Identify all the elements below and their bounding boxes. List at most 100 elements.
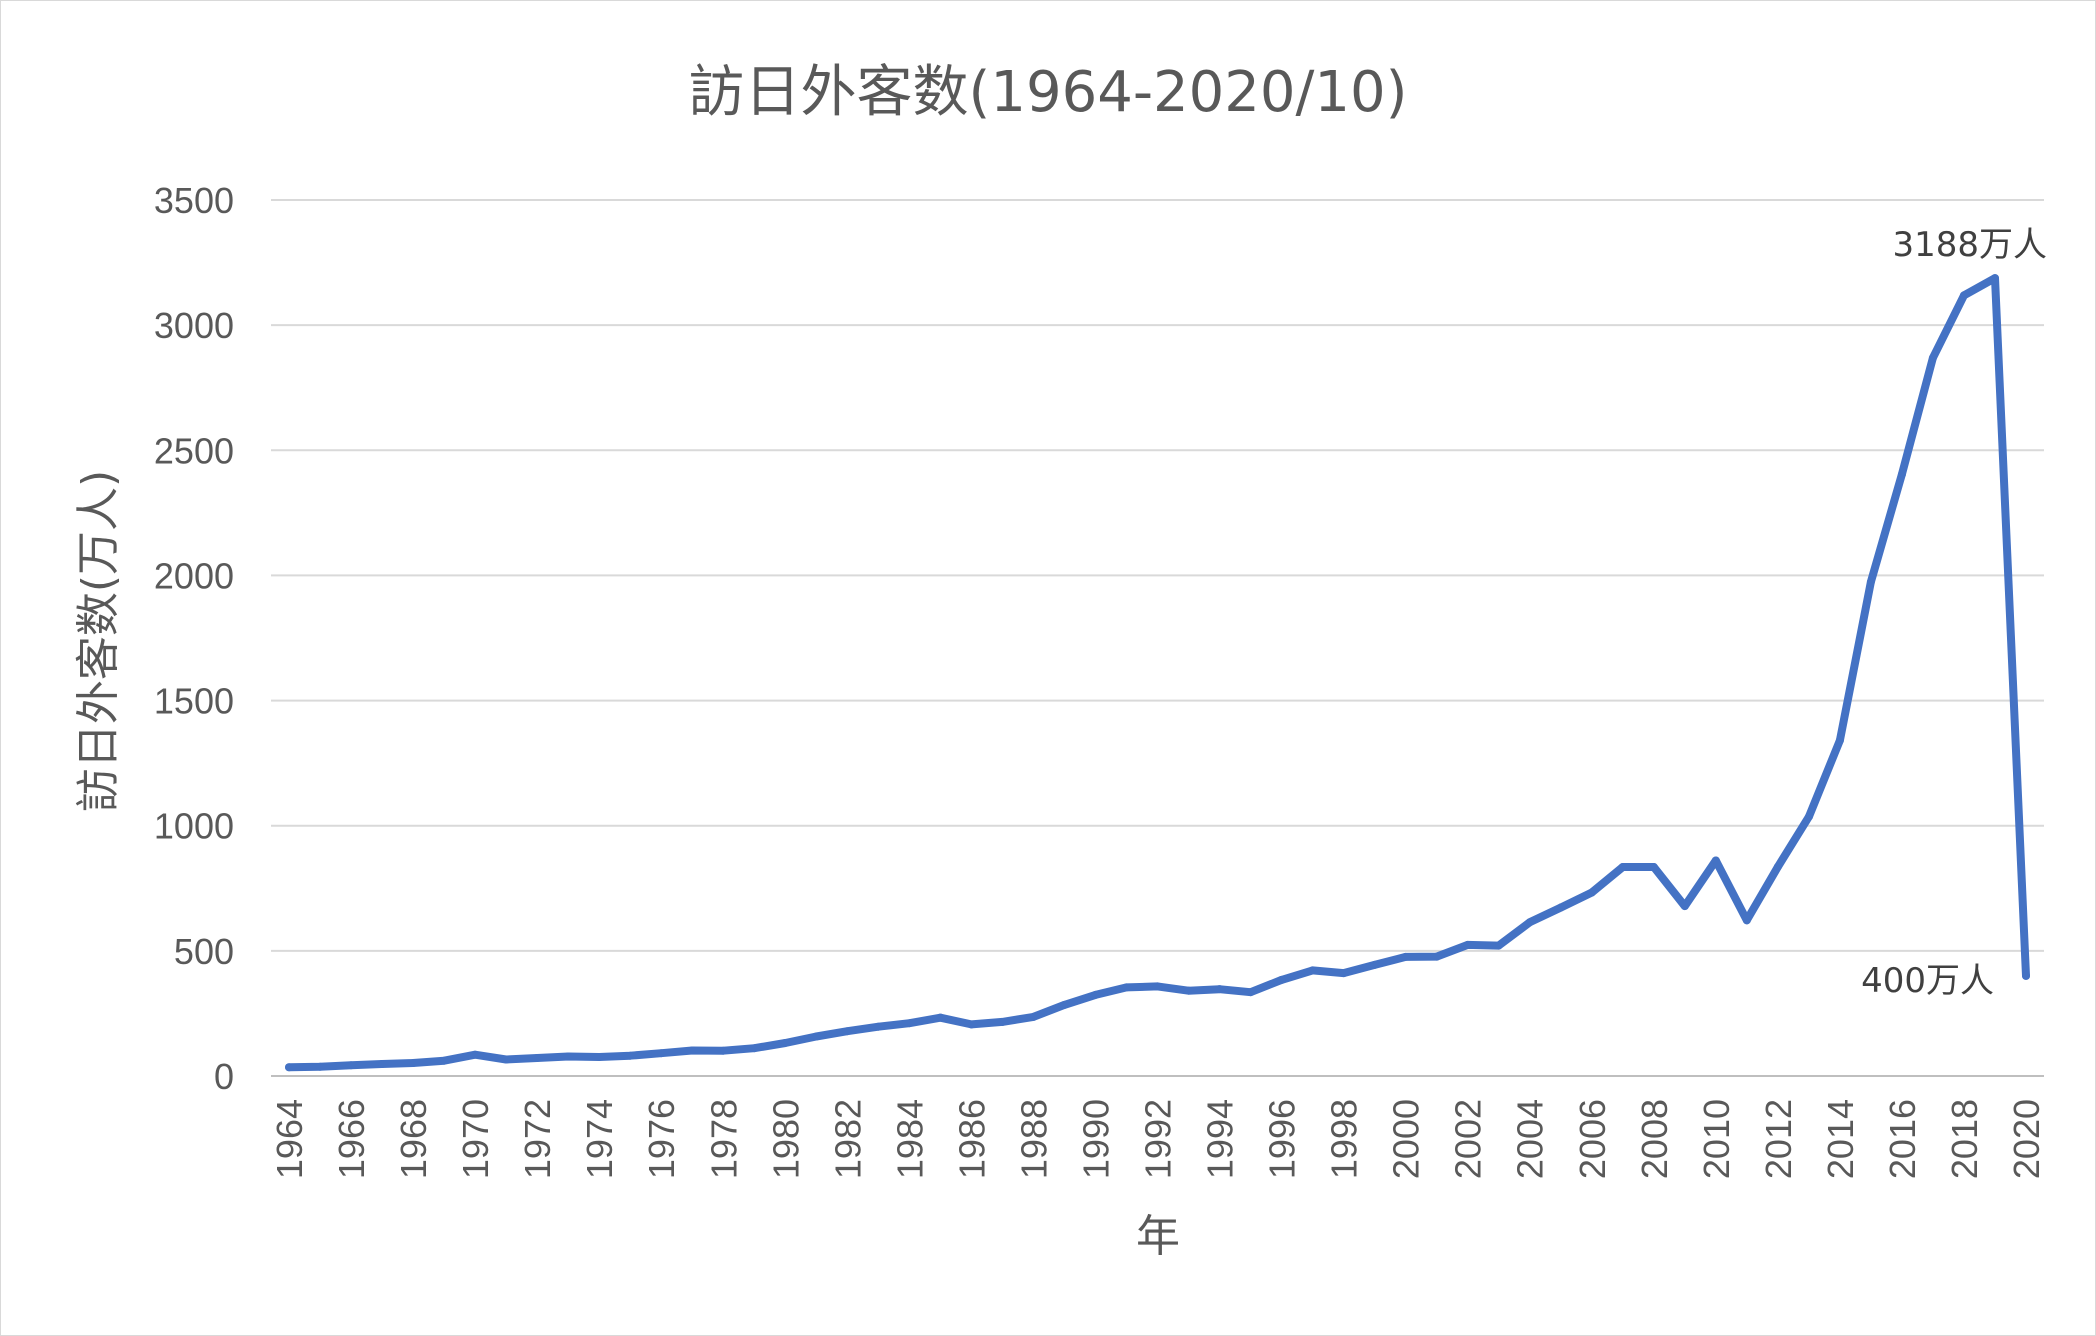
data-point (657, 1049, 666, 1058)
x-tick-label: 1980 (765, 1099, 806, 1179)
data-point (1742, 916, 1751, 925)
data-point (688, 1046, 697, 1055)
x-tick-label: 1988 (1013, 1099, 1054, 1179)
x-tick-label: 1998 (1324, 1099, 1365, 1179)
data-point (967, 1020, 976, 1029)
y-tick-label: 3500 (154, 180, 234, 221)
data-point (750, 1044, 759, 1053)
data-point (1463, 940, 1472, 949)
y-tick-label: 1000 (154, 806, 234, 847)
data-point (626, 1051, 635, 1060)
data-point (533, 1053, 542, 1062)
data-point (1308, 966, 1317, 975)
x-tick-label: 2016 (1882, 1099, 1923, 1179)
data-point (1060, 1000, 1069, 1009)
series-line (285, 274, 2030, 1072)
y-axis-ticks: 0 500 1000 1500 2000 2500 3000 3500 (154, 180, 234, 1097)
x-tick-label: 2014 (1820, 1099, 1861, 1179)
data-point (471, 1050, 480, 1059)
data-point (1618, 863, 1627, 872)
data-point (1804, 812, 1813, 821)
y-tick-label: 2000 (154, 555, 234, 596)
data-points (285, 274, 2030, 1072)
x-tick-label: 1994 (1200, 1099, 1241, 1179)
data-point (1587, 888, 1596, 897)
y-tick-label: 0 (214, 1056, 234, 1097)
y-tick-label: 3000 (154, 305, 234, 346)
data-point (781, 1038, 790, 1047)
data-point (1370, 960, 1379, 969)
x-tick-label: 1966 (331, 1099, 372, 1179)
x-tick-label: 1984 (889, 1099, 930, 1179)
data-point (719, 1046, 728, 1055)
data-point (936, 1013, 945, 1022)
annotations: 3188万人 400万人 (1861, 225, 2047, 1001)
data-point (843, 1027, 852, 1036)
data-point (998, 1017, 1007, 1026)
data-point (285, 1063, 293, 1072)
data-point (1835, 736, 1844, 745)
data-point (1897, 470, 1906, 479)
y-tick-label: 2500 (154, 430, 234, 471)
data-point (409, 1058, 418, 1067)
data-point (1711, 856, 1720, 865)
x-tick-label: 1974 (579, 1099, 620, 1179)
x-tick-label: 1982 (827, 1099, 868, 1179)
data-point (905, 1019, 914, 1028)
x-tick-label: 2010 (1696, 1099, 1737, 1179)
data-point (1680, 902, 1689, 911)
x-tick-label: 2002 (1448, 1099, 1489, 1179)
x-axis-title: 年 (1136, 1211, 1180, 1262)
y-axis-title: 訪日外客数(万人) (73, 470, 124, 812)
x-axis-ticks: 1964 1966 1968 1970 1972 1974 1976 1978 1980 1982… (269, 1099, 2047, 1179)
data-point (1866, 577, 1875, 586)
x-tick-label: 1992 (1138, 1099, 1179, 1179)
x-tick-label: 1976 (641, 1099, 682, 1179)
data-point (564, 1052, 573, 1061)
data-point (1556, 903, 1565, 912)
data-point (1959, 291, 1968, 300)
data-point (1649, 863, 1658, 872)
data-point (595, 1052, 604, 1061)
data-point (1153, 982, 1162, 991)
data-point (1339, 969, 1348, 978)
x-tick-label: 1990 (1075, 1099, 1116, 1179)
data-point (1184, 986, 1193, 995)
data-point (812, 1032, 821, 1041)
data-point (1277, 975, 1286, 984)
data-point (1494, 941, 1503, 950)
data-point (1525, 918, 1534, 927)
chart-title: 訪日外客数(1964-2020/10) (688, 60, 1407, 125)
data-point (1246, 988, 1255, 997)
data-label: 3188万人 (1892, 225, 2047, 265)
data-point (1091, 990, 1100, 999)
data-point (1122, 983, 1131, 992)
data-point (1215, 985, 1224, 994)
x-tick-label: 2000 (1386, 1099, 1427, 1179)
x-tick-label: 1986 (951, 1099, 992, 1179)
x-tick-label: 1972 (517, 1099, 558, 1179)
gridlines (271, 199, 2044, 1077)
x-tick-label: 2018 (1944, 1099, 1985, 1179)
data-label: 400万人 (1861, 961, 1994, 1001)
data-point (1773, 862, 1782, 871)
y-tick-label: 500 (174, 931, 234, 972)
data-point (440, 1056, 449, 1065)
x-tick-label: 2012 (1758, 1099, 1799, 1179)
data-point (502, 1055, 511, 1064)
x-tick-label: 2020 (2006, 1099, 2047, 1179)
x-tick-label: 1968 (393, 1099, 434, 1179)
data-point (1432, 952, 1441, 961)
data-point (378, 1059, 387, 1068)
data-point (1029, 1012, 1038, 1021)
data-point (874, 1022, 883, 1031)
data-point (1990, 274, 1999, 283)
x-tick-label: 1964 (269, 1099, 310, 1179)
data-point (316, 1062, 325, 1071)
x-tick-label: 2004 (1510, 1099, 1551, 1179)
x-tick-label: 1970 (455, 1099, 496, 1179)
x-tick-label: 1996 (1262, 1099, 1303, 1179)
y-tick-label: 1500 (154, 681, 234, 722)
